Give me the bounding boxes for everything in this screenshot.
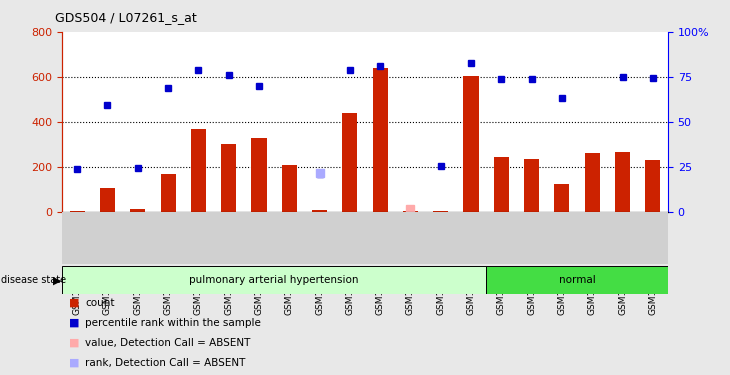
Bar [161,174,176,212]
Text: normal: normal [558,275,596,285]
Text: ■: ■ [69,298,80,308]
Bar [554,184,569,212]
Bar [486,266,668,294]
Bar [251,138,266,212]
Bar [464,76,479,212]
Bar [524,159,539,212]
Bar [493,157,509,212]
Text: disease state: disease state [1,275,66,285]
Bar [372,68,388,212]
Bar [69,211,85,212]
Text: ■: ■ [69,338,80,348]
Text: ▶: ▶ [53,275,61,285]
Text: value, Detection Call = ABSENT: value, Detection Call = ABSENT [85,338,251,348]
Text: pulmonary arterial hypertension: pulmonary arterial hypertension [189,275,359,285]
Text: rank, Detection Call = ABSENT: rank, Detection Call = ABSENT [85,358,246,368]
Text: ■: ■ [69,318,80,328]
Bar [615,152,630,212]
Bar [62,266,486,294]
Text: percentile rank within the sample: percentile rank within the sample [85,318,261,328]
Bar [130,209,145,212]
Text: ■: ■ [69,358,80,368]
Bar [191,129,206,212]
Bar [585,153,600,212]
Bar [645,160,661,212]
Text: GDS504 / L07261_s_at: GDS504 / L07261_s_at [55,11,196,24]
Text: count: count [85,298,115,308]
Bar [312,210,327,212]
Bar [403,211,418,212]
Bar [100,188,115,212]
Bar [221,144,237,212]
Bar [433,211,448,212]
Bar [342,113,358,212]
Bar [282,165,297,212]
